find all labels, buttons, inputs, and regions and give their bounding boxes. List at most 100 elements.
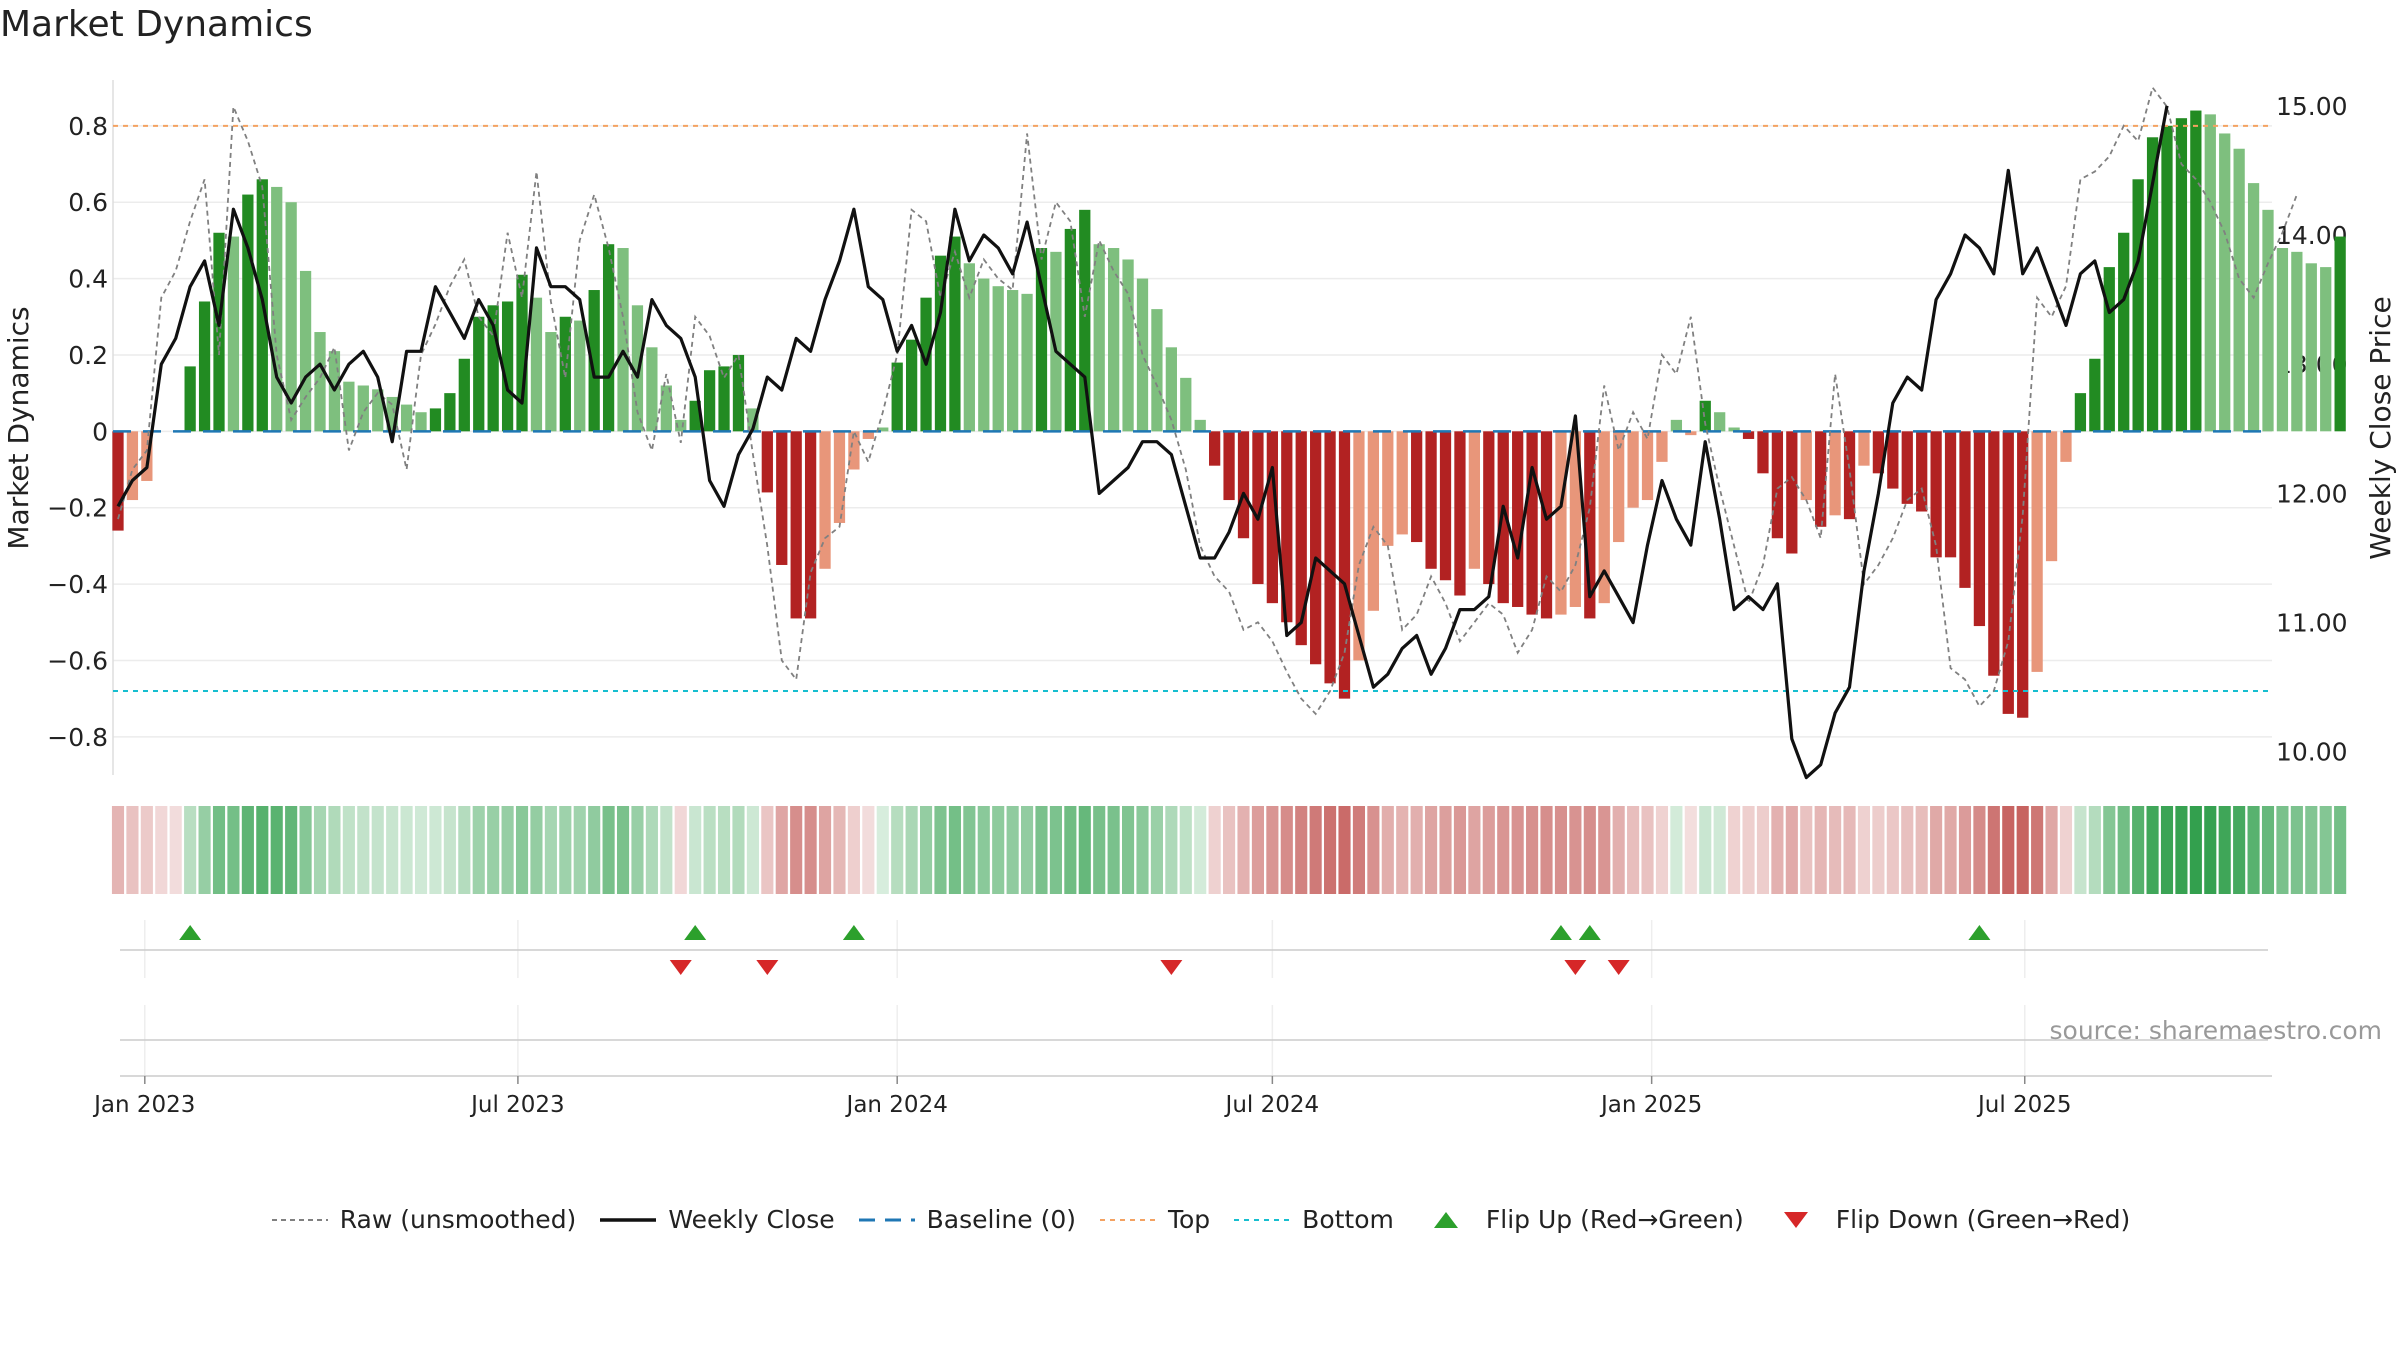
state-cell: [804, 806, 817, 894]
state-cell: [746, 806, 759, 894]
state-cell: [515, 806, 529, 894]
bar-negative: [1858, 431, 1870, 466]
state-cell: [1122, 806, 1135, 894]
legend-swatch-top: [1098, 1208, 1158, 1232]
state-cell: [2045, 806, 2058, 894]
state-cell: [1237, 806, 1250, 894]
bar-negative: [1901, 431, 1913, 504]
state-cell: [1973, 806, 1986, 894]
bar-positive: [1699, 400, 1711, 432]
bar-positive: [2132, 179, 2144, 432]
bar-positive: [343, 381, 355, 432]
bar-positive: [978, 278, 990, 432]
state-cell: [1453, 806, 1467, 894]
bar-negative: [1973, 431, 1986, 627]
bar-negative: [126, 431, 139, 501]
bar-positive: [458, 358, 470, 432]
state-cell: [977, 806, 990, 894]
bar-negative: [1829, 431, 1841, 516]
state-cell: [1655, 806, 1669, 894]
state-cell: [833, 806, 846, 894]
right-tick-label: 12.00: [2276, 479, 2348, 508]
state-cell: [1915, 806, 1928, 894]
state-cell: [963, 806, 976, 894]
state-cell: [2103, 806, 2116, 894]
left-tick-label: 0.6: [68, 188, 108, 217]
flip-up-marker: [684, 925, 707, 940]
bar-negative: [1656, 431, 1668, 462]
bar-positive: [877, 427, 889, 432]
bar-positive: [242, 194, 254, 432]
bar-negative: [1209, 431, 1221, 466]
bar-positive: [1136, 278, 1149, 432]
bar-positive: [2320, 267, 2332, 432]
bar-negative: [2045, 431, 2058, 562]
state-cell: [2319, 806, 2332, 894]
state-cell: [948, 806, 961, 894]
state-cell: [876, 806, 889, 894]
bar-positive: [934, 255, 947, 432]
bar-positive: [891, 362, 903, 432]
state-cell: [2002, 806, 2015, 894]
legend-item-baseline: Baseline (0): [857, 1205, 1076, 1234]
bar-negative: [1411, 431, 1423, 543]
state-cell: [299, 806, 312, 894]
bar-negative: [1641, 431, 1654, 501]
bar-negative: [1930, 431, 1942, 558]
bar-negative: [1742, 431, 1755, 439]
state-cell: [1829, 806, 1842, 894]
bar-positive: [646, 347, 658, 432]
bar-negative: [1757, 431, 1769, 474]
state-cell: [1569, 806, 1582, 894]
state-cell: [1554, 806, 1568, 894]
state-cell: [1035, 806, 1048, 894]
flip-down-marker: [756, 960, 779, 975]
state-cell: [530, 806, 543, 894]
flip-up-marker: [179, 925, 202, 940]
right-tick-label: 10.00: [2276, 738, 2348, 767]
state-cell: [227, 806, 240, 894]
legend-label: Flip Up (Red→Green): [1485, 1205, 1744, 1234]
bar-positive: [689, 400, 701, 432]
state-cell: [2132, 806, 2145, 894]
state-cell: [847, 806, 860, 894]
legend-item-close: Weekly Close: [598, 1205, 835, 1234]
bar-positive: [1021, 293, 1033, 432]
state-cell: [184, 806, 197, 894]
state-strip: [111, 806, 2347, 894]
state-cell: [1583, 806, 1596, 894]
state-cell: [2204, 806, 2217, 894]
bar-positive: [574, 320, 586, 432]
legend-label: Weekly Close: [668, 1205, 835, 1234]
left-tick-label: −0.4: [47, 570, 108, 599]
bar-positive: [1180, 377, 1192, 432]
bar-positive: [429, 408, 442, 432]
state-cell: [645, 806, 658, 894]
state-cell: [1309, 806, 1322, 894]
state-cell: [1612, 806, 1625, 894]
bar-negative: [1800, 431, 1812, 501]
bar-positive: [415, 412, 427, 432]
bar-positive: [530, 297, 543, 432]
bar-negative: [1988, 431, 2000, 676]
raw-line-layer: [117, 85, 2298, 716]
state-cell: [1208, 806, 1221, 894]
state-cell: [790, 806, 803, 894]
state-cell: [256, 806, 269, 894]
bar-positive: [2334, 236, 2346, 432]
state-cell: [573, 806, 586, 894]
flip-down-marker: [1607, 960, 1630, 975]
bar-negative: [1815, 431, 1827, 527]
legend-label: Raw (unsmoothed): [339, 1205, 577, 1234]
bar-positive: [1035, 248, 1048, 432]
state-cell: [212, 806, 226, 894]
bar-negative: [1959, 431, 1971, 588]
legend-label: Baseline (0): [926, 1205, 1076, 1234]
state-cell: [1627, 806, 1640, 894]
legend-swatch-bottom: [1232, 1208, 1292, 1232]
bar-positive: [963, 263, 975, 432]
state-cell: [1641, 806, 1654, 894]
state-cell: [1540, 806, 1553, 894]
bar-negative: [1916, 431, 1928, 512]
x-tick-label: Jan 2024: [845, 1092, 948, 1118]
